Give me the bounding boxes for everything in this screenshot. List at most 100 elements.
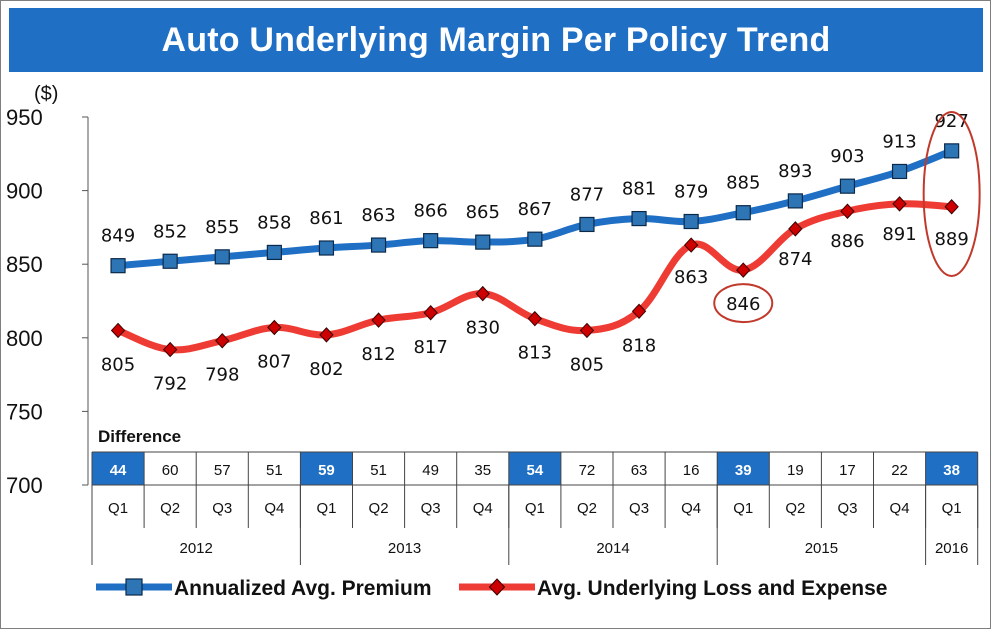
difference-cell-highlight xyxy=(717,452,770,485)
premium-data-label: 877 xyxy=(570,184,604,205)
loss-point xyxy=(631,303,647,320)
difference-value: 16 xyxy=(683,462,700,479)
loss-point xyxy=(110,322,126,339)
loss-point xyxy=(162,341,178,358)
annotation-circle-2015-q1 xyxy=(713,283,774,324)
chart-title-bar: Auto Underlying Margin Per Policy Trend xyxy=(9,8,983,72)
loss-data-label: 863 xyxy=(674,267,708,288)
loss-point xyxy=(371,312,386,328)
loss-point xyxy=(215,333,230,349)
premium-data-label: 858 xyxy=(257,212,291,233)
loss-data-label: 846 xyxy=(726,294,760,315)
legend: Annualized Avg. Premium Avg. Underlying L… xyxy=(96,577,887,600)
premium-data-label: 866 xyxy=(413,201,447,222)
difference-value: 60 xyxy=(162,462,179,479)
difference-table: 44 60 57 51 59 51 49 35 54 72 63 16 39 19 17 22 38 Q1 Q2 Q3… xyxy=(91,451,979,565)
premium-point xyxy=(891,163,908,180)
loss-data-label: 805 xyxy=(570,354,604,375)
quarter-label: Q2 xyxy=(160,500,180,517)
premium-data-label: 885 xyxy=(726,173,760,194)
y-tick-label: 800 xyxy=(6,326,43,351)
series-layer: 849 852 855 858 861 863 866 865 867 877 881 879 885 8… xyxy=(101,111,969,395)
loss-data-label: 813 xyxy=(518,343,552,364)
quarter-label: Q4 xyxy=(890,500,910,517)
year-label: 2014 xyxy=(596,540,629,557)
loss-point xyxy=(527,310,543,327)
quarter-label: Q3 xyxy=(212,500,232,517)
premium-point xyxy=(214,249,230,265)
quarter-label: Q4 xyxy=(473,500,493,517)
difference-value: 72 xyxy=(579,462,596,479)
loss-data-label: 830 xyxy=(466,318,500,339)
y-tick-label: 900 xyxy=(6,179,43,204)
difference-value: 17 xyxy=(839,462,856,479)
loss-data-label: 807 xyxy=(257,351,291,372)
y-axis-unit-label: ($) xyxy=(34,83,58,105)
difference-label: Difference xyxy=(98,427,181,446)
y-tick-label: 700 xyxy=(6,473,43,498)
year-label: 2015 xyxy=(805,540,838,557)
premium-data-label: 861 xyxy=(309,208,343,229)
premium-data-label: 903 xyxy=(830,146,864,167)
y-tick-label: 750 xyxy=(6,399,43,424)
quarter-label: Q2 xyxy=(785,500,805,517)
difference-value: 19 xyxy=(787,462,804,479)
quarter-label: Q4 xyxy=(681,500,701,517)
quarter-label: Q1 xyxy=(733,500,753,517)
difference-value: 63 xyxy=(631,462,648,479)
premium-point xyxy=(318,240,335,256)
loss-point xyxy=(892,196,907,212)
y-axis: 700 750 800 850 900 950 xyxy=(6,105,89,498)
annotation-ellipse-2016-q1 xyxy=(922,111,981,277)
difference-cell-highlight xyxy=(925,452,978,485)
premium-data-label: 865 xyxy=(466,202,500,223)
loss-point xyxy=(475,285,490,302)
premium-point xyxy=(370,237,387,253)
quarter-label: Q3 xyxy=(629,500,649,517)
loss-point xyxy=(944,199,959,215)
difference-value: 49 xyxy=(422,462,439,479)
premium-data-label: 893 xyxy=(778,161,812,182)
loss-data-label: 792 xyxy=(153,374,187,395)
difference-cell-highlight xyxy=(508,452,561,485)
loss-data-label: 802 xyxy=(309,359,343,380)
y-tick-label: 950 xyxy=(6,105,43,130)
difference-value: 35 xyxy=(474,462,491,479)
loss-point xyxy=(736,262,751,278)
premium-point xyxy=(735,205,751,221)
premium-data-label: 913 xyxy=(882,131,916,152)
loss-data-label: 817 xyxy=(413,337,447,358)
loss-point xyxy=(788,221,803,237)
chart-title: Auto Underlying Margin Per Policy Trend xyxy=(161,20,831,59)
difference-cell-highlight xyxy=(300,452,353,485)
difference-value: 38 xyxy=(943,462,960,479)
difference-cell-highlight xyxy=(92,452,145,485)
y-tick-label: 850 xyxy=(6,252,43,277)
difference-value: 57 xyxy=(214,462,231,479)
premium-data-label: 852 xyxy=(153,221,187,242)
loss-data-label: 805 xyxy=(101,354,135,375)
loss-point xyxy=(840,203,855,219)
quarter-label: Q1 xyxy=(525,500,545,517)
difference-value: 22 xyxy=(891,462,908,479)
quarter-label: Q3 xyxy=(421,500,441,517)
legend-loss-label: Avg. Underlying Loss and Expense xyxy=(537,577,887,600)
quarter-label: Q1 xyxy=(316,500,336,517)
premium-point xyxy=(423,233,439,249)
premium-point xyxy=(527,231,543,247)
premium-point xyxy=(475,234,491,250)
premium-data-label: 879 xyxy=(674,182,708,203)
premium-data-label: 881 xyxy=(622,179,656,200)
loss-data-label: 818 xyxy=(622,335,656,356)
loss-data-label: 874 xyxy=(778,249,812,270)
quarter-label: Q1 xyxy=(108,500,128,517)
loss-series-line xyxy=(116,200,952,354)
premium-point xyxy=(579,216,595,233)
loss-point xyxy=(579,322,595,339)
loss-point xyxy=(319,327,334,343)
premium-point xyxy=(110,258,126,274)
difference-value: 51 xyxy=(370,462,387,479)
year-label: 2012 xyxy=(180,540,213,557)
legend-premium-label: Annualized Avg. Premium xyxy=(174,577,432,600)
